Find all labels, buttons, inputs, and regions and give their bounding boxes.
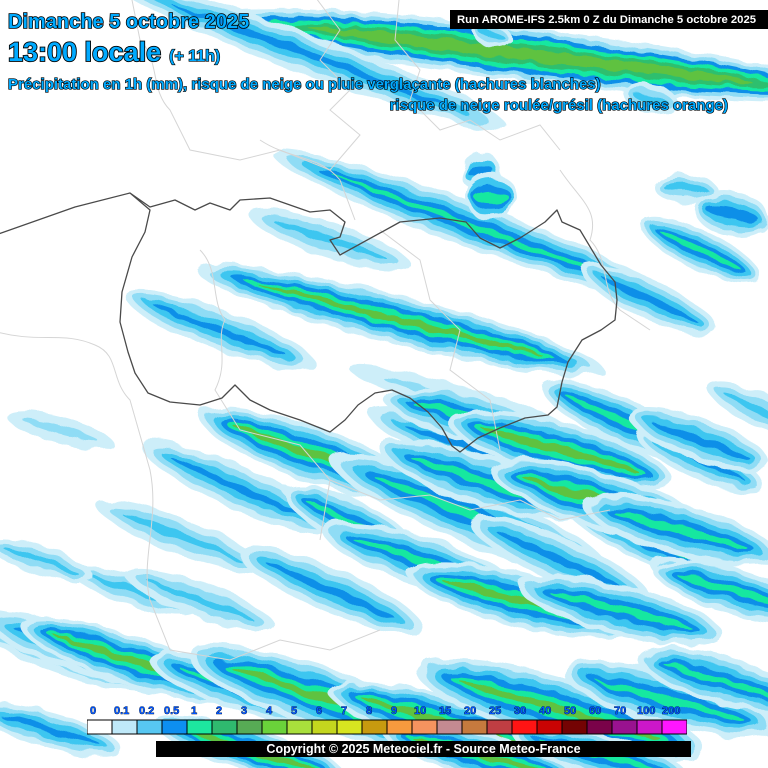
svg-text:5: 5 — [291, 705, 297, 717]
svg-text:3: 3 — [241, 705, 247, 717]
svg-text:6: 6 — [316, 705, 322, 717]
svg-text:70: 70 — [614, 705, 626, 717]
svg-text:30: 30 — [514, 705, 526, 717]
svg-text:60: 60 — [589, 705, 601, 717]
svg-text:7: 7 — [341, 705, 347, 717]
svg-text:50: 50 — [564, 705, 576, 717]
svg-text:25: 25 — [489, 705, 501, 717]
svg-text:0.2: 0.2 — [139, 705, 154, 717]
svg-text:1: 1 — [191, 705, 197, 717]
svg-text:40: 40 — [539, 705, 551, 717]
svg-text:0.5: 0.5 — [164, 705, 179, 717]
svg-text:8: 8 — [366, 705, 372, 717]
svg-text:2: 2 — [216, 705, 222, 717]
svg-text:9: 9 — [391, 705, 397, 717]
svg-text:4: 4 — [266, 705, 273, 717]
svg-text:100: 100 — [637, 705, 655, 717]
svg-text:15: 15 — [439, 705, 451, 717]
svg-text:200: 200 — [662, 705, 680, 717]
svg-text:0: 0 — [90, 705, 96, 717]
svg-text:0.1: 0.1 — [114, 705, 129, 717]
svg-text:10: 10 — [414, 705, 426, 717]
svg-text:20: 20 — [464, 705, 476, 717]
